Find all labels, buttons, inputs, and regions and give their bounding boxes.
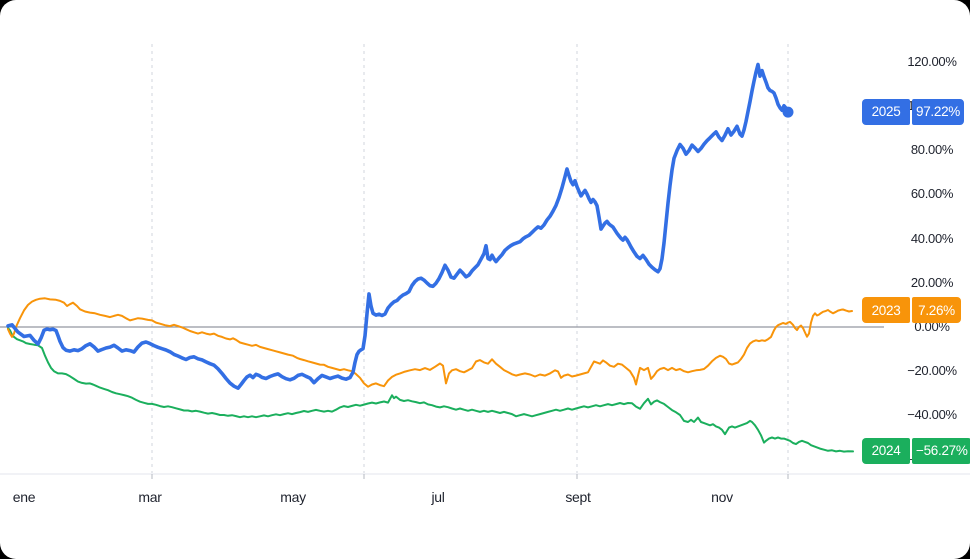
series-2025-last-point-dot xyxy=(782,106,794,118)
series-2024-line[interactable] xyxy=(7,327,854,453)
series-2025-line[interactable] xyxy=(6,62,790,390)
series-2023-line[interactable] xyxy=(7,297,853,388)
